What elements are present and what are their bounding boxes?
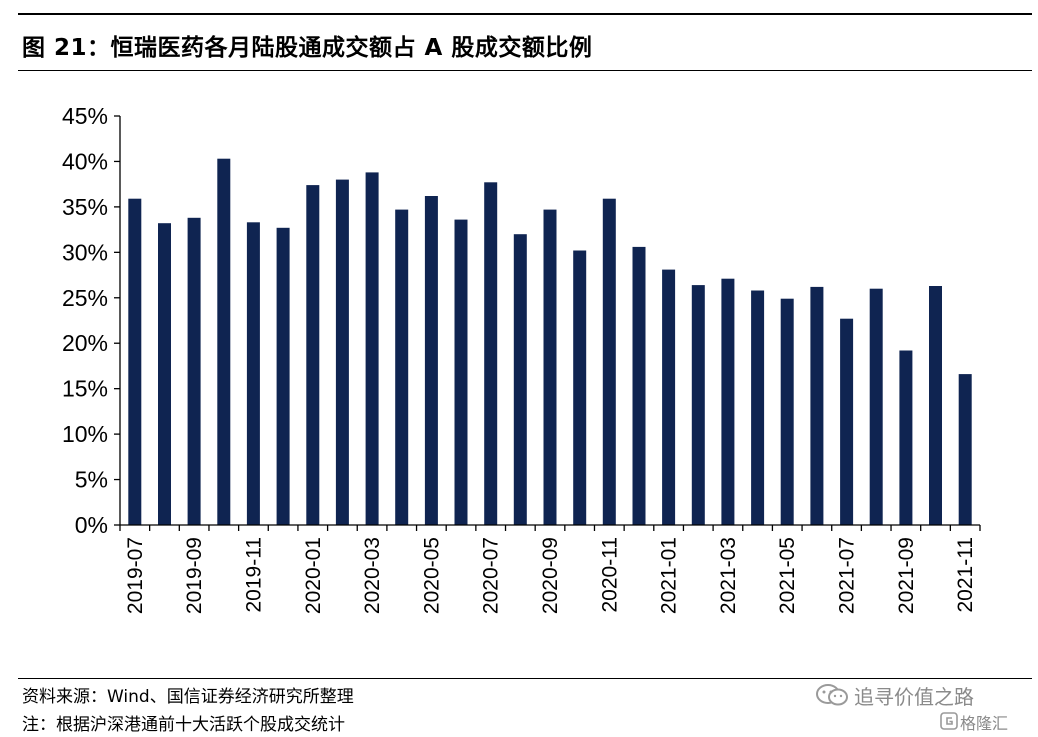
bar-2021-04 xyxy=(751,290,765,525)
watermark-site: 格隆汇 xyxy=(960,714,1009,733)
bar-2020-07 xyxy=(484,182,498,526)
bar-2021-10 xyxy=(929,286,942,525)
y-tick-label: 0% xyxy=(75,512,108,538)
bar-2021-05 xyxy=(780,298,794,525)
x-tick-label: 2019-07 xyxy=(124,537,147,614)
y-tick-label: 45% xyxy=(62,103,108,129)
comment-note: 注：根据沪深港通前十大活跃个股成交统计 xyxy=(22,715,345,735)
x-tick-label: 2019-09 xyxy=(183,537,206,614)
bar-2019-12 xyxy=(276,227,290,526)
x-tick-label: 2021-07 xyxy=(836,537,859,614)
x-tick-label: 2020-05 xyxy=(420,537,443,614)
bar-2021-01 xyxy=(662,269,676,525)
y-tick-label: 40% xyxy=(62,148,108,174)
x-tick-label: 2021-09 xyxy=(895,537,918,614)
bar-2021-02 xyxy=(691,285,705,525)
y-tick-label: 20% xyxy=(62,330,108,356)
x-tick-label: 2020-03 xyxy=(361,537,384,614)
y-tick-label: 35% xyxy=(62,194,108,220)
bar-2021-11 xyxy=(958,374,972,525)
gelonghui-logo-icon xyxy=(940,712,958,730)
y-tick-label: 15% xyxy=(62,376,108,402)
wechat-icon xyxy=(816,684,848,706)
bar-2020-06 xyxy=(454,219,468,525)
bar-2020-10 xyxy=(573,250,587,525)
footer-rule xyxy=(18,678,1032,679)
watermark-name: 追寻价值之路 xyxy=(854,685,974,709)
bar-2019-11 xyxy=(246,222,260,526)
x-tick-label: 2020-07 xyxy=(480,537,503,614)
bar-2020-08 xyxy=(513,234,527,525)
bar-2021-07 xyxy=(840,318,854,525)
bar-2021-09 xyxy=(899,350,913,525)
y-tick-label: 10% xyxy=(62,421,108,447)
x-tick-label: 2021-03 xyxy=(717,537,740,614)
bar-2020-03 xyxy=(365,172,379,525)
bar-2020-11 xyxy=(602,198,616,525)
bar-2019-10 xyxy=(217,158,231,525)
top-rule xyxy=(18,13,1032,15)
bar-2019-08 xyxy=(158,223,171,525)
figure-title: 图 21：恒瑞医药各月陆股通成交额占 A 股成交额比例 xyxy=(22,35,593,61)
x-tick-label: 2019-11 xyxy=(242,537,265,613)
x-tick-label: 2020-09 xyxy=(539,537,562,614)
bar-2019-09 xyxy=(187,217,201,526)
y-tick-label: 30% xyxy=(62,239,108,265)
bar-2019-07 xyxy=(128,198,142,525)
bar-2021-06 xyxy=(810,286,824,525)
bar-2020-09 xyxy=(543,209,557,525)
bar-2021-03 xyxy=(721,278,735,525)
bar-2021-08 xyxy=(869,288,883,525)
x-tick-label: 2021-11 xyxy=(954,537,977,613)
bar-2020-02 xyxy=(335,179,349,525)
source-note: 资料来源：Wind、国信证券经济研究所整理 xyxy=(22,687,354,707)
bar-2020-05 xyxy=(424,196,438,525)
bar-2020-04 xyxy=(395,209,409,525)
y-tick-label: 5% xyxy=(75,467,108,493)
x-tick-label: 2021-01 xyxy=(658,537,681,614)
title-rule xyxy=(18,70,1032,71)
x-tick-label: 2020-11 xyxy=(598,537,621,613)
bar-2020-01 xyxy=(306,185,320,525)
y-tick-label: 25% xyxy=(62,285,108,311)
x-tick-label: 2020-01 xyxy=(302,537,325,614)
bar-chart: 0% 5% 10% 15% 20% 25% 30% 35% 40% 45% 2019-07 2019-… xyxy=(62,103,981,614)
x-tick-label: 2021-05 xyxy=(776,537,799,614)
bar-2020-12 xyxy=(632,246,646,525)
